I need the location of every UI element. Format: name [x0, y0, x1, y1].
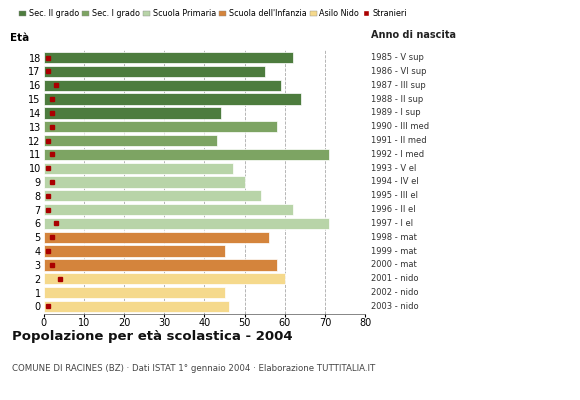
Bar — [44, 232, 269, 243]
Text: 1993 - V el: 1993 - V el — [371, 164, 416, 173]
Bar — [44, 287, 224, 298]
Text: 1985 - V sup: 1985 - V sup — [371, 53, 424, 62]
Text: COMUNE DI RACINES (BZ) · Dati ISTAT 1° gennaio 2004 · Elaborazione TUTTITALIA.IT: COMUNE DI RACINES (BZ) · Dati ISTAT 1° g… — [12, 364, 375, 373]
Text: 1997 - I el: 1997 - I el — [371, 219, 414, 228]
Legend: Sec. II grado, Sec. I grado, Scuola Primaria, Scuola dell'Infanzia, Asilo Nido, : Sec. II grado, Sec. I grado, Scuola Prim… — [16, 6, 410, 22]
Bar — [44, 176, 245, 188]
Text: 2003 - nido: 2003 - nido — [371, 302, 419, 311]
Text: 1995 - III el: 1995 - III el — [371, 191, 418, 200]
Bar — [44, 218, 329, 229]
Text: Età: Età — [10, 34, 29, 44]
Text: 1999 - mat: 1999 - mat — [371, 247, 417, 256]
Bar — [44, 121, 277, 132]
Text: 1986 - VI sup: 1986 - VI sup — [371, 67, 427, 76]
Bar — [44, 259, 277, 270]
Text: 1988 - II sup: 1988 - II sup — [371, 94, 423, 104]
Text: 2001 - nido: 2001 - nido — [371, 274, 419, 283]
Bar — [44, 94, 301, 105]
Text: 1991 - II med: 1991 - II med — [371, 136, 427, 145]
Bar — [44, 204, 293, 215]
Bar — [44, 190, 261, 202]
Bar — [44, 246, 224, 257]
Text: 1987 - III sup: 1987 - III sup — [371, 81, 426, 90]
Bar — [44, 149, 329, 160]
Bar — [44, 162, 233, 174]
Bar — [44, 80, 281, 91]
Text: 1990 - III med: 1990 - III med — [371, 122, 429, 131]
Text: 2002 - nido: 2002 - nido — [371, 288, 419, 297]
Bar — [44, 301, 229, 312]
Text: Popolazione per età scolastica - 2004: Popolazione per età scolastica - 2004 — [12, 330, 292, 343]
Bar — [44, 107, 220, 118]
Text: 2000 - mat: 2000 - mat — [371, 260, 417, 270]
Text: 1992 - I med: 1992 - I med — [371, 150, 425, 159]
Bar — [44, 66, 265, 77]
Text: 1998 - mat: 1998 - mat — [371, 233, 417, 242]
Bar — [44, 52, 293, 63]
Text: 1994 - IV el: 1994 - IV el — [371, 178, 419, 186]
Bar — [44, 273, 285, 284]
Text: 1989 - I sup: 1989 - I sup — [371, 108, 421, 117]
Text: 1996 - II el: 1996 - II el — [371, 205, 416, 214]
Text: Anno di nascita: Anno di nascita — [371, 30, 456, 40]
Bar — [44, 135, 216, 146]
